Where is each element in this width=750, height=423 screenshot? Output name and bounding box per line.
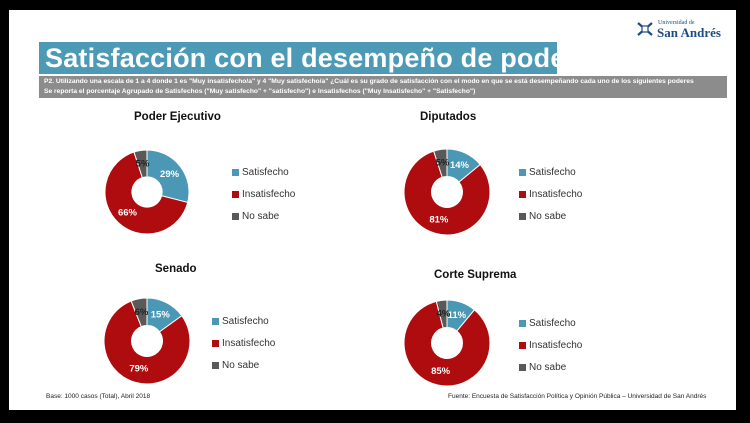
data-label-no-sabe: 5% (436, 158, 450, 169)
legend-swatch (519, 320, 526, 327)
legend-swatch (519, 213, 526, 220)
legend-swatch (519, 191, 526, 198)
chart-title-diputados: Diputados (420, 111, 477, 123)
footer-base: Base: 1000 casos (Total), Abril 2018 (46, 393, 151, 400)
chart-title-senado: Senado (155, 263, 197, 275)
legend-swatch (212, 362, 219, 369)
legend-label: Satisfecho (529, 318, 576, 329)
question-box: P2. Utilizando una escala de 1 a 4 donde… (39, 76, 727, 98)
slice-insatisfecho (403, 150, 491, 236)
chart-title-corte-suprema: Corte Suprema (434, 269, 517, 281)
question-note: Se reporta el porcentaje Agrupado de Sat… (44, 88, 476, 95)
title-bar (39, 42, 557, 74)
legend-swatch (212, 318, 219, 325)
legend-swatch (232, 169, 239, 176)
slice-insatisfecho (103, 300, 191, 385)
data-label-satisfecho: 29% (160, 169, 180, 180)
donut-senado: 15% 79% 6% (103, 297, 191, 385)
data-label-insatisfecho: 79% (129, 364, 149, 375)
question-text: P2. Utilizando una escala de 1 a 4 donde… (44, 78, 694, 85)
legend-label: No sabe (529, 362, 567, 373)
data-label-satisfecho: 14% (450, 160, 470, 171)
legend-swatch (212, 340, 219, 347)
legend-swatch (519, 169, 526, 176)
donut-diputados: 14% 81% 5% (403, 148, 491, 236)
data-label-insatisfecho: 81% (429, 215, 449, 226)
data-label-insatisfecho: 85% (431, 366, 451, 377)
slice-satisfecho (146, 149, 190, 204)
legend-label: No sabe (222, 360, 260, 371)
legend-label: Satisfecho (529, 167, 576, 178)
donut-corte-suprema: 11% 85% 4% (403, 299, 491, 387)
logo-name: San Andrés (657, 25, 721, 40)
slice-insatisfecho (104, 151, 189, 235)
legend-swatch (232, 191, 239, 198)
legend-swatch (519, 342, 526, 349)
slice-no-sabe (133, 149, 148, 179)
legend-swatch (519, 364, 526, 371)
slice-no-sabe (435, 299, 448, 329)
crest-icon (637, 22, 653, 36)
legend-swatch (232, 213, 239, 220)
legend-label: Satisfecho (242, 167, 289, 178)
legend-label: Satisfecho (222, 316, 269, 327)
data-label-no-sabe: 4% (436, 308, 450, 319)
chart-title-ejecutivo: Poder Ejecutivo (134, 111, 221, 123)
donut-ejecutivo: 29% 66% 5% (104, 149, 190, 235)
legend-label: No sabe (242, 211, 280, 222)
legend-label: Insatisfecho (529, 340, 583, 351)
data-label-insatisfecho: 66% (118, 207, 138, 218)
slice-insatisfecho (403, 300, 491, 387)
university-logo: Universidad de San Andrés (636, 19, 721, 41)
data-label-no-sabe: 6% (135, 307, 149, 318)
legend-label: No sabe (529, 211, 567, 222)
legend-label: Insatisfecho (222, 338, 276, 349)
logo-caption: Universidad de (658, 20, 695, 26)
legend-label: Insatisfecho (242, 189, 296, 200)
data-label-no-sabe: 5% (136, 158, 150, 169)
footer-source: Fuente: Encuesta de Satisfacción Polític… (448, 393, 707, 400)
legend-label: Insatisfecho (529, 189, 583, 200)
data-label-satisfecho: 15% (151, 309, 171, 320)
page-title: Satisfacción con el desempeño de poderes (45, 43, 607, 73)
slice-no-sabe (433, 148, 448, 178)
data-label-satisfecho: 11% (448, 310, 467, 321)
slice-no-sabe (130, 297, 148, 328)
